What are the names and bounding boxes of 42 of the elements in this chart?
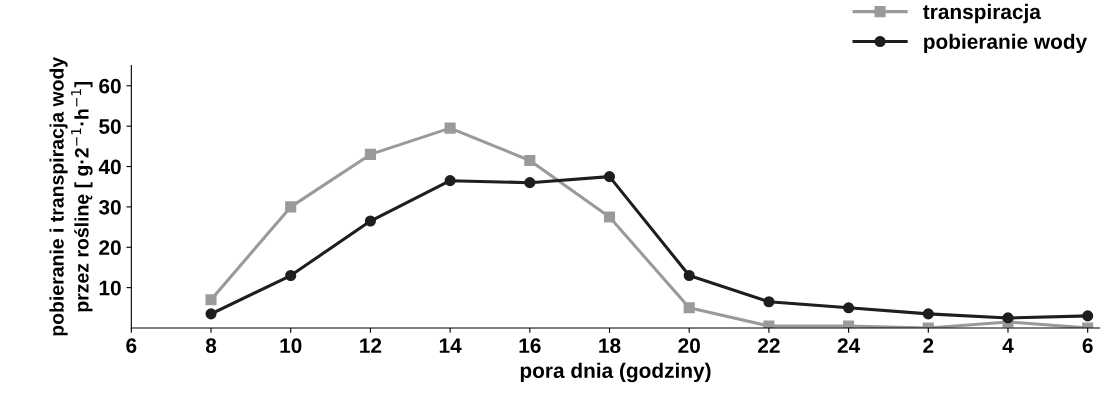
point [444,175,456,187]
x-tick-label: 18 [599,338,621,354]
x-tick-label: 2 [923,338,934,353]
y-tick-label: 60 [99,78,121,94]
y-tick-label: 20 [99,240,121,256]
point [843,302,855,314]
x-tick-label: 22 [758,338,780,353]
point [364,148,376,160]
x-tick-label: 10 [280,338,302,354]
legend-label: pobieranie wody [924,33,1088,54]
x-axis-title: pora dnia (godziny) [520,362,711,383]
x-tick-label: 12 [360,338,382,353]
point [922,308,934,320]
point [205,308,217,320]
x-tick-label: 6 [126,338,137,354]
point [444,122,456,134]
point [285,201,297,213]
x-tick-label: 14 [439,338,462,353]
point [1002,312,1014,324]
point [205,294,217,306]
y-tick-label: 50 [99,119,121,134]
point [683,269,695,282]
legend-label: transpiracja [923,3,1042,24]
y-tick-label: 30 [98,199,121,215]
point [524,154,536,167]
y-tick-label: 10 [99,280,121,296]
point [524,177,536,189]
x-tick-label: 8 [205,338,217,354]
point [364,215,376,227]
x-tick-label: 24 [837,338,861,353]
x-tick-label: 16 [519,338,541,354]
point [763,296,775,308]
y-axis-title: pobieranie i transpiracja wody przez roślinę [ g·2$^{−1}$·h$^{−1}$] [49,56,93,336]
point [603,211,616,223]
point [285,269,297,282]
y-tick-label: 40 [98,159,121,175]
point [683,302,695,314]
x-tick-label: 6 [1082,338,1093,354]
point [603,171,616,183]
x-tick-label: 4 [1002,338,1014,353]
x-tick-label: 20 [678,338,700,354]
point [1082,310,1094,322]
